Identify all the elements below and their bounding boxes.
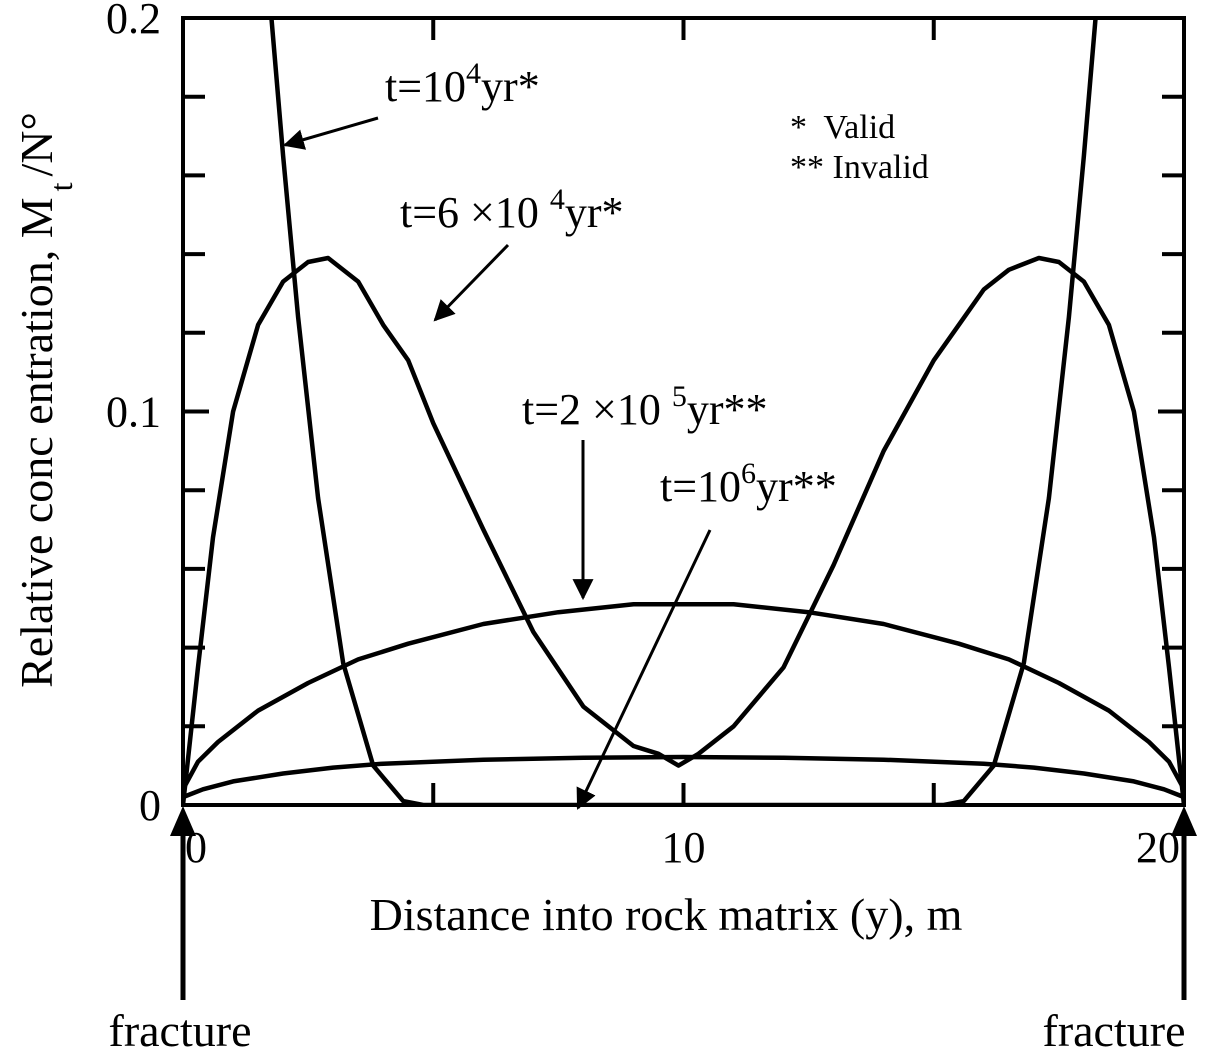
y-axis-title: Relative conc entration, Mt/N° xyxy=(11,112,79,688)
pointer-arrow-1 xyxy=(282,116,379,150)
series-label-2: t=6 ×10 4yr* xyxy=(400,183,624,237)
series-label-4: t=106yr** xyxy=(660,457,837,511)
y-tick-label: 0.1 xyxy=(106,388,161,437)
fracture-label-left: fracture xyxy=(109,1005,252,1050)
pointer-arrow-2 xyxy=(433,243,510,322)
y-tick-label: 0 xyxy=(139,781,161,830)
legend-invalid: ** Invalid xyxy=(790,149,929,186)
x-axis-title: Distance into rock matrix (y), m xyxy=(370,889,963,940)
fracture-arrowhead-right xyxy=(1171,806,1197,836)
pointer-arrow-4 xyxy=(576,529,712,810)
validity-legend: * Valid ** Invalid xyxy=(790,109,929,186)
series-line-3 xyxy=(183,602,1184,791)
y-tick-label: 0.2 xyxy=(106,0,161,43)
fracture-marker-right: fracture xyxy=(1043,806,1197,1050)
fracture-marker-left: fracture xyxy=(109,806,252,1050)
fracture-label-right: fracture xyxy=(1043,1005,1186,1050)
fracture-arrowhead-left xyxy=(170,806,196,836)
legend-valid: * Valid xyxy=(790,109,895,146)
pointer-arrows xyxy=(282,116,712,810)
plot-frame xyxy=(181,16,1186,807)
x-tick-label: 10 xyxy=(662,823,706,872)
x-tick-label: 20 xyxy=(1136,823,1180,872)
series-label-3: t=2 ×10 5yr** xyxy=(522,380,768,434)
tick-labels: 00.10.20 10 20 xyxy=(106,0,1180,872)
series-line-4 xyxy=(183,754,1184,800)
curves xyxy=(183,18,1184,805)
series-line-2 xyxy=(183,255,1184,805)
series-label-1: t=104yr* xyxy=(385,57,540,111)
